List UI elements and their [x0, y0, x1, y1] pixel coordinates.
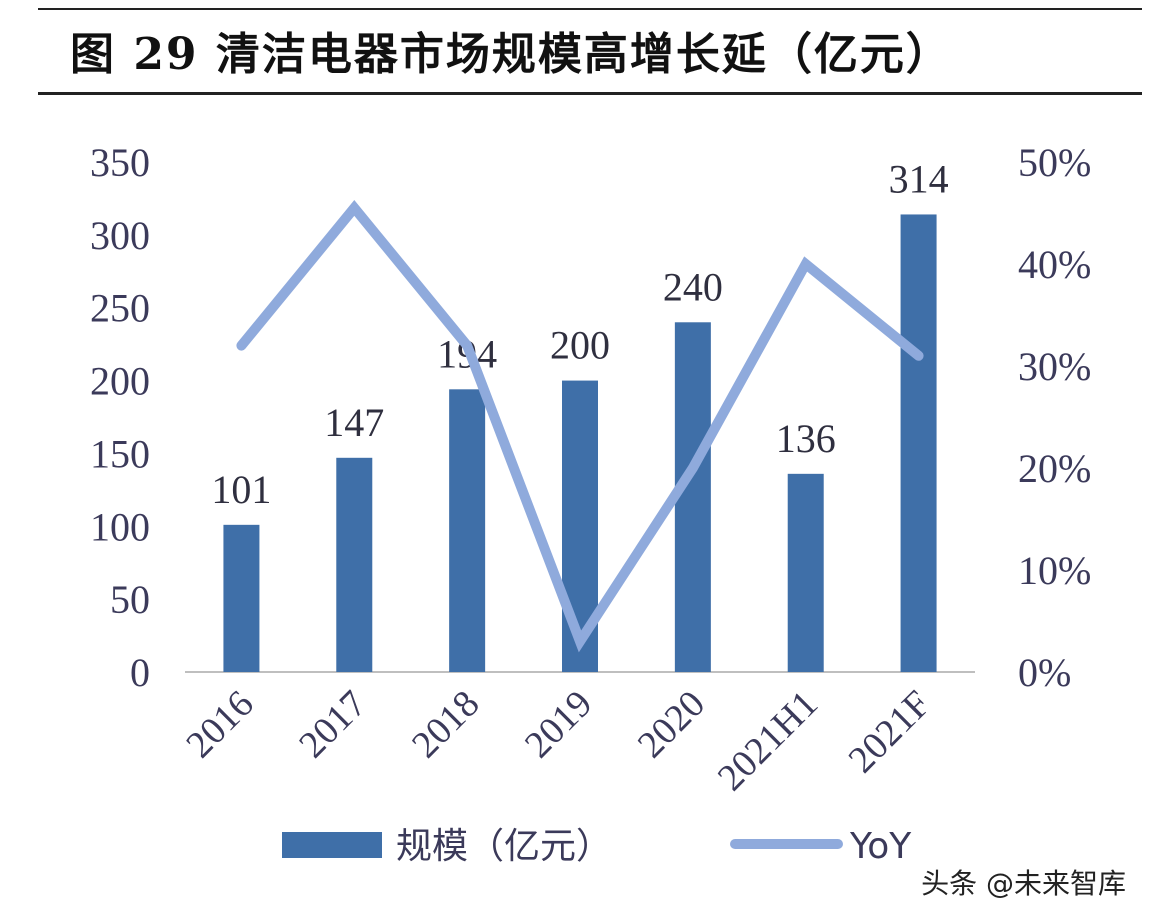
chart-title: 图 29 清洁电器市场规模高增长延（亿元）: [70, 29, 952, 80]
data-label: 101: [211, 467, 271, 512]
y-right-tick-label: 20%: [1018, 446, 1091, 491]
bar: [449, 389, 486, 672]
y-right-tick-label: 40%: [1018, 242, 1091, 287]
yoy-point: [466, 344, 469, 347]
top-rule: [38, 8, 1142, 10]
y-left-tick-label: 350: [90, 140, 150, 185]
x-tick-label: 2016: [178, 683, 261, 766]
legend-bar-label: 规模（亿元）: [396, 826, 612, 867]
data-label: 240: [663, 264, 723, 309]
y-left-tick-label: 200: [90, 359, 150, 404]
y-left-tick-label: 0: [130, 650, 150, 695]
x-tick-label: 2020: [630, 683, 713, 766]
yoy-point: [353, 206, 356, 209]
data-label: 147: [324, 400, 384, 445]
bar: [223, 524, 260, 672]
watermark: 头条 @未来智库: [921, 867, 1126, 900]
data-label: 136: [776, 416, 836, 461]
data-label: 200: [550, 323, 610, 368]
data-label: 314: [889, 156, 949, 201]
bar: [900, 214, 937, 672]
x-tick-label: 2018: [404, 683, 487, 766]
y-left-tick-label: 100: [90, 504, 150, 549]
yoy-point: [917, 354, 920, 357]
bar: [336, 457, 373, 672]
x-tick-label: 2021H1: [710, 683, 826, 799]
yoy-point: [691, 467, 694, 469]
x-tick-label: 2017: [291, 683, 374, 766]
x-tick-label: 2021F: [841, 683, 939, 781]
y-right-tick-label: 50%: [1018, 140, 1091, 185]
legend-line-label: YoY: [849, 826, 912, 867]
x-tick-label: 2019: [517, 683, 600, 766]
y-left-tick-label: 300: [90, 213, 150, 258]
y-left-tick-label: 50: [110, 577, 150, 622]
y-right-tick-label: 10%: [1018, 548, 1091, 593]
y-right-tick-label: 0%: [1018, 650, 1071, 695]
y-left-tick-label: 250: [90, 286, 150, 331]
y-right-tick-label: 30%: [1018, 344, 1091, 389]
title-rule: [38, 92, 1142, 95]
yoy-point: [240, 344, 243, 347]
bar: [787, 473, 824, 672]
legend-bar-swatch: [282, 832, 382, 858]
bar: [674, 322, 711, 672]
y-left-tick-label: 150: [90, 431, 150, 476]
yoy-point: [804, 263, 807, 265]
yoy-point: [579, 640, 581, 643]
